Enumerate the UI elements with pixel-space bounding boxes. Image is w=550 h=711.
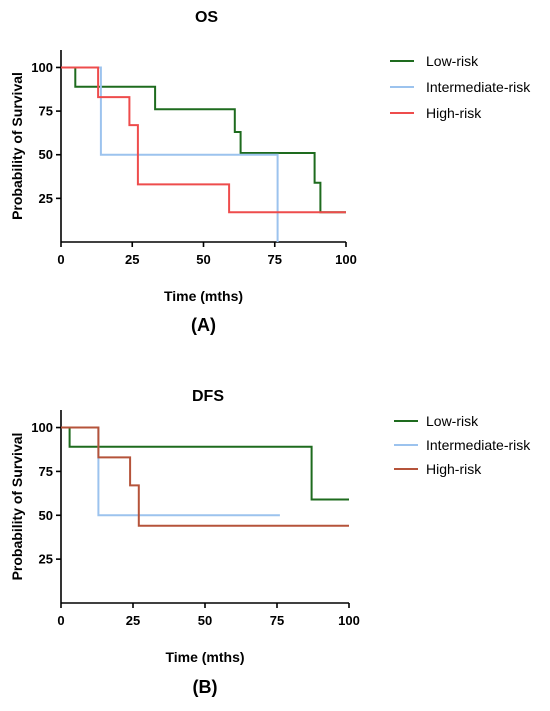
y-tick-label: 100 (31, 420, 53, 435)
legend-label: Low-risk (426, 413, 479, 429)
x-tick-label: 0 (57, 613, 64, 628)
x-tick-label: 25 (125, 252, 139, 267)
legend-label: Low-risk (426, 53, 479, 69)
x-tick-label: 75 (268, 252, 282, 267)
y-tick-label: 50 (39, 147, 53, 162)
series-line-low-risk (61, 66, 346, 214)
x-tick-label: 100 (335, 252, 357, 267)
panel-label: (A) (191, 315, 216, 335)
legend-label: High-risk (426, 105, 482, 121)
x-tick-label: 75 (270, 613, 284, 628)
x-tick-label: 50 (198, 613, 212, 628)
y-tick-label: 25 (39, 191, 53, 206)
x-axis-label: Time (mths) (165, 649, 244, 665)
legend-label: Intermediate-risk (426, 79, 531, 95)
y-tick-label: 25 (39, 552, 53, 567)
x-tick-label: 0 (57, 252, 64, 267)
x-axis-label: Time (mths) (164, 288, 243, 304)
y-axis-label: Probability of Survival (9, 433, 25, 581)
legend-label: Intermediate-risk (426, 437, 531, 453)
x-tick-label: 25 (126, 613, 140, 628)
series-line-intermediate-risk (61, 66, 279, 242)
series-line-high-risk (61, 66, 346, 214)
series-line-low-risk (61, 426, 349, 501)
y-tick-label: 75 (39, 464, 53, 479)
chart-title: DFS (192, 388, 224, 405)
y-tick-label: 100 (31, 60, 53, 75)
y-tick-label: 50 (39, 508, 53, 523)
series-line-high-risk (61, 426, 349, 527)
panel-label: (B) (193, 677, 218, 697)
chart-title: OS (195, 9, 218, 26)
y-axis-label: Probability of Survival (9, 72, 25, 220)
dfs-panel: DFS 25 50 75 100 0 25 50 75 100 Probability of Sur… (9, 388, 531, 697)
legend-label: High-risk (426, 461, 482, 477)
x-tick-label: 50 (196, 252, 210, 267)
os-panel: OS 25 50 75 100 0 25 50 75 100 Probability of Surv… (9, 9, 531, 335)
y-tick-label: 75 (39, 104, 53, 119)
x-tick-label: 100 (338, 613, 360, 628)
series-line-intermediate-risk (61, 426, 280, 517)
